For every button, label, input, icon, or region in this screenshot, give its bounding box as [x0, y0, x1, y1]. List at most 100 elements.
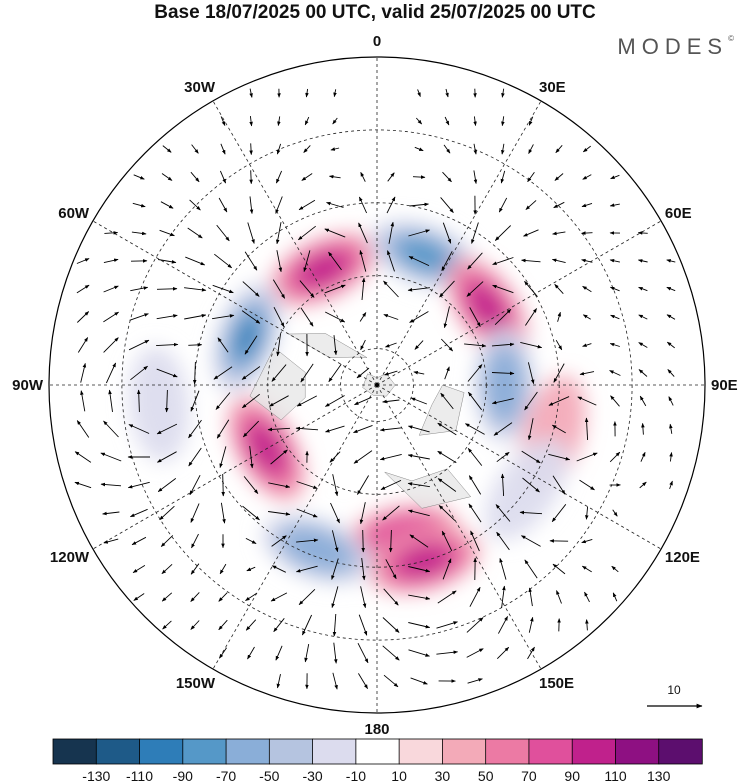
- wind-vector: [612, 509, 618, 517]
- colorbar-tick-label: -30: [302, 768, 322, 783]
- wind-vector: [161, 563, 173, 575]
- colorbar-tick-label: 50: [478, 768, 494, 783]
- wind-vector: [249, 196, 254, 215]
- colorbar-swatch: [441, 738, 487, 765]
- meridian-line: [92, 384, 378, 550]
- wind-vector: [466, 617, 484, 633]
- wind-vector: [442, 222, 452, 244]
- wind-vector: [242, 505, 260, 521]
- wind-vector: [216, 224, 230, 242]
- wind-vector: [190, 503, 200, 523]
- wind-vector: [220, 116, 226, 127]
- wind-vector: [80, 390, 86, 412]
- wind-vector: [408, 649, 430, 657]
- wind-vector: [437, 422, 457, 436]
- wind-vector: [638, 314, 648, 320]
- wind-vector: [383, 314, 399, 320]
- wind-vector: [527, 171, 535, 183]
- wind-vector: [553, 363, 565, 383]
- wind-vector: [638, 286, 648, 292]
- wind-vector: [582, 285, 592, 293]
- wind-vector: [442, 171, 452, 183]
- wind-vector: [496, 451, 510, 463]
- wind-vector: [500, 473, 505, 497]
- wind-vector: [443, 144, 451, 154]
- wind-vector: [361, 558, 366, 581]
- wind-vector: [360, 586, 367, 609]
- colorbar-tick-label: -50: [259, 768, 279, 783]
- wind-vector: [501, 88, 505, 98]
- wind-vector: [387, 250, 395, 272]
- wind-vector: [383, 588, 399, 606]
- wind-vector: [188, 343, 203, 347]
- wind-vector: [382, 505, 400, 521]
- pole-marker: [375, 383, 379, 387]
- wind-vector: [212, 314, 235, 320]
- wind-vector: [641, 422, 645, 435]
- wind-vector: [439, 280, 455, 298]
- wind-vector: [528, 587, 533, 607]
- wind-vector: [410, 677, 428, 685]
- wind-vector: [555, 339, 563, 351]
- wind-vector: [522, 477, 540, 493]
- wind-vector: [496, 531, 510, 551]
- wind-vector: [582, 174, 592, 180]
- wind-vector: [159, 229, 175, 237]
- colorbar-swatch: [615, 738, 660, 765]
- wind-vector: [495, 504, 511, 522]
- wind-vector: [247, 646, 255, 660]
- wind-vector: [440, 392, 454, 410]
- wind-vector: [501, 585, 506, 608]
- wind-vector: [128, 339, 150, 351]
- wind-vector: [332, 613, 337, 637]
- wind-vector: [524, 559, 538, 579]
- wind-vector: [136, 389, 141, 413]
- wind-vector: [103, 285, 119, 293]
- wind-vector: [188, 419, 202, 439]
- wind-vector: [584, 417, 589, 441]
- wind-vector: [304, 116, 310, 126]
- wind-vector: [524, 391, 538, 411]
- wind-vector: [221, 473, 225, 497]
- wind-vector: [189, 474, 201, 496]
- wind-vector: [249, 446, 254, 469]
- wind-vector: [271, 535, 287, 547]
- wind-vector: [473, 170, 478, 185]
- wind-vector: [609, 259, 620, 263]
- wind-vector: [666, 341, 675, 349]
- colorbar-swatch: [528, 738, 573, 765]
- colorbar-tick-label: 70: [521, 768, 537, 783]
- wind-vector: [552, 231, 566, 236]
- wind-vector: [579, 371, 595, 376]
- wind-vector: [361, 277, 366, 301]
- wind-vector: [301, 614, 313, 636]
- wind-vector: [187, 227, 203, 239]
- wind-vector: [301, 173, 313, 181]
- wind-vector: [437, 478, 457, 492]
- wind-vector: [100, 452, 122, 462]
- wind-vector: [270, 592, 288, 602]
- wind-vector: [554, 283, 564, 295]
- wind-vector: [548, 453, 571, 461]
- wind-vector: [666, 286, 676, 292]
- wind-vector: [296, 538, 319, 543]
- wind-vector: [357, 642, 369, 664]
- wind-vector: [100, 482, 122, 487]
- wind-vector: [184, 287, 207, 292]
- wind-vector: [273, 618, 285, 633]
- colorbar-swatch: [139, 738, 184, 765]
- wind-vector: [328, 251, 342, 271]
- wind-vector: [556, 590, 562, 604]
- colorbar-tick-label: -130: [82, 768, 110, 783]
- wind-vector: [133, 174, 145, 180]
- wind-vector: [358, 196, 368, 214]
- wind-vector: [277, 116, 281, 127]
- wind-vector: [359, 312, 367, 322]
- wind-vector: [494, 308, 512, 326]
- wind-vector: [133, 593, 145, 601]
- wind-vector: [242, 281, 260, 297]
- wind-vector: [325, 395, 345, 407]
- wind-vector: [581, 538, 593, 544]
- wind-vector: [668, 396, 674, 406]
- wind-vector: [358, 673, 368, 689]
